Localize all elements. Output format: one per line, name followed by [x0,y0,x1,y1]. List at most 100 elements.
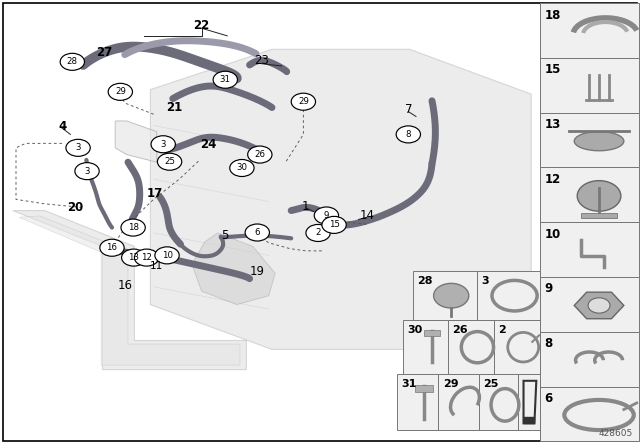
Text: 2: 2 [499,325,506,335]
Circle shape [121,219,145,236]
Circle shape [248,146,272,163]
Text: 31: 31 [220,75,231,84]
Text: 3: 3 [84,167,90,176]
Circle shape [108,83,132,100]
Bar [540,387,639,441]
Circle shape [151,136,175,153]
Circle shape [306,224,330,241]
Text: 19: 19 [250,265,265,278]
Text: 15: 15 [545,63,561,76]
Polygon shape [13,211,246,370]
Text: 25: 25 [483,379,499,388]
Text: 24: 24 [200,138,217,151]
Bar [540,332,639,387]
Circle shape [588,298,610,313]
Text: 18: 18 [545,9,561,22]
Polygon shape [574,292,624,319]
Text: 18: 18 [127,223,139,232]
Text: 26: 26 [254,150,266,159]
Text: 13: 13 [128,253,140,262]
Circle shape [100,239,124,256]
Circle shape [291,93,316,110]
Bar [397,374,438,430]
Bar [448,320,494,374]
Ellipse shape [574,132,624,151]
Text: 7: 7 [404,103,412,116]
Text: 26: 26 [452,325,468,335]
Text: 2: 2 [316,228,321,237]
Text: 12: 12 [545,173,561,186]
Text: 8: 8 [406,130,411,139]
Text: 10: 10 [161,251,173,260]
Text: 13: 13 [545,118,561,131]
Text: 4: 4 [58,120,66,133]
Text: 15: 15 [328,220,340,229]
Text: 17: 17 [147,187,163,201]
Polygon shape [150,49,531,349]
Text: 8: 8 [545,337,553,350]
Text: 20: 20 [67,201,83,214]
Text: 21: 21 [166,101,182,114]
Text: 6: 6 [255,228,260,237]
Circle shape [577,181,621,211]
Bar [415,385,433,392]
Text: 16: 16 [106,243,118,252]
Text: 428605: 428605 [598,429,632,438]
Circle shape [230,159,254,177]
Text: 29: 29 [298,97,308,106]
Bar [581,213,617,218]
Polygon shape [19,216,240,365]
Text: 28: 28 [417,276,433,285]
Bar [413,271,477,320]
Ellipse shape [434,284,469,308]
Circle shape [157,153,182,170]
Circle shape [122,249,146,266]
Text: 27: 27 [96,46,113,60]
Text: 11: 11 [150,261,163,271]
Text: 25: 25 [164,157,175,166]
Bar [477,271,540,320]
Circle shape [322,216,346,233]
Bar [540,3,639,58]
Bar [424,330,440,336]
Text: 1: 1 [302,199,310,213]
Bar [540,113,639,168]
Bar [540,277,639,332]
Text: 31: 31 [401,379,417,388]
Text: 3: 3 [481,276,489,285]
Bar [540,58,639,112]
Text: 5: 5 [221,229,229,242]
Bar [403,320,448,374]
Circle shape [60,53,84,70]
Circle shape [155,247,179,264]
Text: 28: 28 [67,57,78,66]
Bar [479,374,518,430]
Circle shape [396,126,420,143]
Text: 29: 29 [115,87,125,96]
Text: 30: 30 [236,164,248,172]
Circle shape [75,163,99,180]
Text: 12: 12 [141,253,152,262]
Polygon shape [192,233,275,305]
Text: 14: 14 [359,209,374,222]
Text: 30: 30 [408,325,423,335]
Text: 3: 3 [76,143,81,152]
Text: 3: 3 [161,140,166,149]
Circle shape [66,139,90,156]
Circle shape [245,224,269,241]
Text: 16: 16 [117,279,132,292]
Bar [518,374,540,430]
Bar [494,320,540,374]
Text: 29: 29 [443,379,458,388]
Text: 10: 10 [545,228,561,241]
Bar [540,222,639,277]
Circle shape [314,207,339,224]
Circle shape [134,249,159,266]
Text: 9: 9 [545,282,553,295]
Text: 6: 6 [545,392,553,405]
Text: 9: 9 [324,211,329,220]
Bar [438,374,479,430]
Circle shape [213,71,237,88]
Text: 22: 22 [193,19,210,33]
Bar [540,168,639,222]
